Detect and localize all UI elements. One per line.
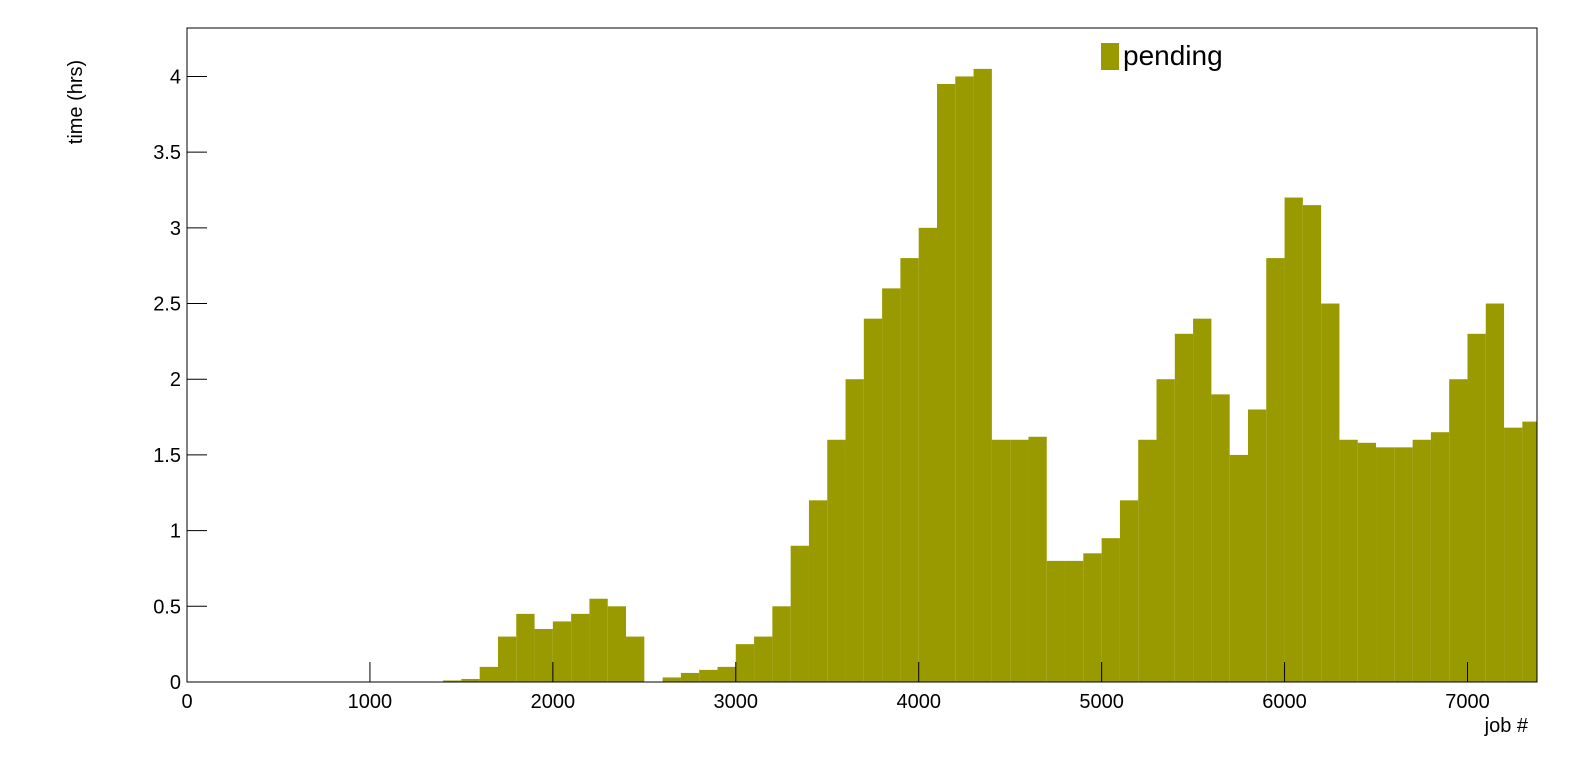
legend-label: pending — [1123, 40, 1223, 71]
bar — [1485, 303, 1505, 682]
y-tick-label: 2 — [170, 369, 181, 391]
bar — [1028, 436, 1047, 682]
bar — [900, 258, 919, 682]
bar — [571, 613, 590, 682]
x-tick-label: 1000 — [348, 691, 393, 713]
bar — [1211, 394, 1230, 682]
bar — [1430, 432, 1450, 682]
x-axis-label: job # — [1484, 715, 1529, 737]
bar — [735, 644, 755, 682]
bar — [882, 288, 901, 682]
x-tick-label: 7000 — [1445, 691, 1490, 713]
y-tick-label: 1.5 — [153, 445, 181, 467]
bar — [973, 68, 992, 682]
plot-frame — [186, 27, 1538, 683]
bar — [1321, 303, 1340, 682]
bar — [827, 439, 846, 682]
bar — [1266, 258, 1285, 682]
bar — [662, 677, 681, 682]
y-tick-label: 4 — [170, 66, 181, 88]
bar — [1412, 439, 1431, 682]
bar — [1193, 318, 1212, 682]
bar — [918, 227, 937, 683]
bar — [754, 636, 773, 682]
bar — [717, 666, 736, 682]
x-tick-label: 5000 — [1079, 691, 1124, 713]
x-tick-label: 6000 — [1262, 691, 1307, 713]
bar — [790, 545, 809, 682]
y-tick-label: 1 — [170, 521, 181, 543]
bar — [607, 606, 627, 682]
x-tick-label: 4000 — [896, 691, 941, 713]
bar — [808, 500, 828, 682]
bar — [1522, 421, 1537, 682]
bar — [1010, 439, 1029, 682]
bar — [461, 678, 480, 682]
bar — [1174, 333, 1194, 682]
x-tick-label: 2000 — [531, 691, 576, 713]
bar — [955, 76, 974, 682]
x-tick-label: 0 — [181, 691, 192, 713]
bar — [497, 636, 517, 682]
x-tick-label: 3000 — [714, 691, 759, 713]
bar — [1376, 447, 1395, 682]
y-tick-label: 3.5 — [153, 142, 181, 164]
bar — [772, 606, 791, 682]
y-tick-label: 2.5 — [153, 294, 181, 316]
bar — [1449, 379, 1468, 682]
bar — [991, 439, 1011, 682]
y-tick-label: 0.5 — [153, 596, 181, 618]
bar — [1083, 553, 1102, 682]
bar — [1247, 409, 1267, 682]
y-axis-label: time (hrs) — [65, 60, 87, 144]
bar — [937, 84, 956, 682]
bar — [699, 669, 718, 682]
bar — [443, 680, 462, 682]
bar — [626, 636, 645, 682]
bar — [863, 318, 883, 682]
bar — [534, 629, 553, 682]
bar — [1046, 560, 1066, 682]
y-tick-label: 0 — [170, 672, 181, 694]
bar — [552, 621, 572, 682]
bar — [1467, 333, 1486, 682]
bar — [479, 666, 498, 682]
legend-swatch — [1101, 43, 1119, 70]
bar — [1339, 439, 1358, 682]
bar — [1504, 427, 1523, 682]
bar — [1138, 439, 1157, 682]
y-tick-label: 3 — [170, 218, 181, 240]
bar — [845, 379, 864, 682]
bar — [1394, 447, 1413, 682]
bar — [1284, 197, 1303, 683]
bar — [1302, 205, 1322, 682]
bar — [680, 672, 700, 682]
bar — [589, 598, 608, 682]
bar — [1229, 454, 1248, 682]
bar — [1357, 442, 1377, 682]
bar — [1119, 500, 1139, 682]
bar — [1101, 538, 1120, 682]
bar — [516, 613, 535, 682]
bar — [1156, 379, 1175, 682]
bar — [1065, 560, 1084, 682]
